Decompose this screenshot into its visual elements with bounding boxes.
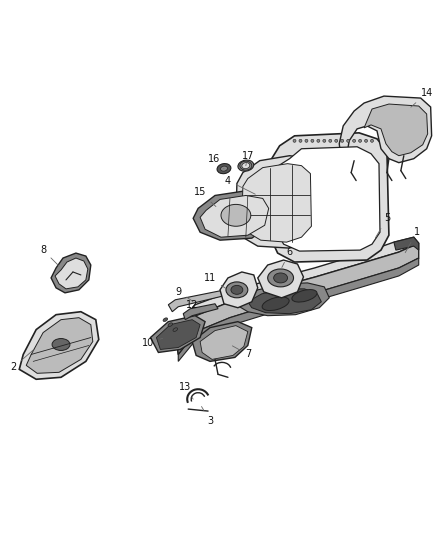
Ellipse shape bbox=[292, 289, 317, 302]
Polygon shape bbox=[175, 316, 196, 354]
Polygon shape bbox=[339, 96, 431, 166]
Polygon shape bbox=[55, 258, 88, 289]
Ellipse shape bbox=[364, 139, 367, 142]
Polygon shape bbox=[19, 312, 99, 379]
Polygon shape bbox=[258, 260, 304, 298]
Ellipse shape bbox=[231, 285, 243, 294]
Ellipse shape bbox=[220, 166, 227, 171]
Text: 5: 5 bbox=[375, 213, 390, 238]
Polygon shape bbox=[394, 237, 419, 250]
Ellipse shape bbox=[353, 139, 356, 142]
Ellipse shape bbox=[347, 139, 350, 142]
Text: 13: 13 bbox=[179, 382, 193, 399]
Text: 10: 10 bbox=[142, 337, 162, 348]
Ellipse shape bbox=[168, 323, 173, 326]
Polygon shape bbox=[175, 243, 419, 354]
Ellipse shape bbox=[163, 318, 168, 321]
Text: 15: 15 bbox=[194, 188, 216, 206]
Ellipse shape bbox=[217, 164, 231, 174]
Text: 9: 9 bbox=[175, 287, 193, 301]
Polygon shape bbox=[220, 272, 258, 308]
Text: 3: 3 bbox=[201, 407, 213, 426]
Polygon shape bbox=[200, 196, 268, 237]
Ellipse shape bbox=[341, 139, 344, 142]
Text: 8: 8 bbox=[40, 245, 59, 266]
Polygon shape bbox=[51, 253, 91, 293]
Ellipse shape bbox=[299, 139, 302, 142]
Text: 11: 11 bbox=[204, 273, 226, 288]
Polygon shape bbox=[150, 316, 205, 352]
Polygon shape bbox=[272, 133, 389, 262]
Ellipse shape bbox=[293, 139, 296, 142]
Polygon shape bbox=[242, 164, 311, 242]
Polygon shape bbox=[175, 237, 419, 340]
Ellipse shape bbox=[238, 160, 254, 171]
Text: 14: 14 bbox=[411, 88, 433, 107]
Text: 16: 16 bbox=[208, 154, 224, 168]
Ellipse shape bbox=[359, 139, 362, 142]
Ellipse shape bbox=[317, 139, 320, 142]
Ellipse shape bbox=[323, 139, 326, 142]
Text: 1: 1 bbox=[405, 227, 420, 253]
Text: 2: 2 bbox=[10, 349, 34, 373]
Ellipse shape bbox=[268, 269, 293, 287]
Polygon shape bbox=[236, 156, 316, 248]
Ellipse shape bbox=[305, 139, 308, 142]
Polygon shape bbox=[156, 320, 200, 350]
Ellipse shape bbox=[221, 204, 251, 226]
Polygon shape bbox=[26, 318, 93, 373]
Text: 4: 4 bbox=[225, 175, 255, 194]
Polygon shape bbox=[364, 104, 427, 156]
Text: 6: 6 bbox=[282, 247, 293, 268]
Polygon shape bbox=[192, 321, 252, 361]
Ellipse shape bbox=[242, 163, 250, 168]
Polygon shape bbox=[178, 258, 419, 361]
Ellipse shape bbox=[311, 139, 314, 142]
Text: 17: 17 bbox=[242, 151, 254, 166]
Polygon shape bbox=[168, 290, 228, 312]
Text: 7: 7 bbox=[233, 346, 251, 359]
Ellipse shape bbox=[226, 282, 248, 298]
Polygon shape bbox=[193, 190, 275, 240]
Polygon shape bbox=[248, 289, 321, 314]
Ellipse shape bbox=[371, 139, 374, 142]
Ellipse shape bbox=[52, 338, 70, 351]
Ellipse shape bbox=[262, 297, 289, 311]
Polygon shape bbox=[183, 304, 218, 320]
Ellipse shape bbox=[274, 273, 288, 283]
Text: 12: 12 bbox=[186, 300, 200, 313]
Polygon shape bbox=[238, 283, 329, 316]
Ellipse shape bbox=[335, 139, 338, 142]
Ellipse shape bbox=[173, 328, 177, 332]
Ellipse shape bbox=[329, 139, 332, 142]
Polygon shape bbox=[278, 147, 380, 251]
Polygon shape bbox=[200, 326, 248, 359]
